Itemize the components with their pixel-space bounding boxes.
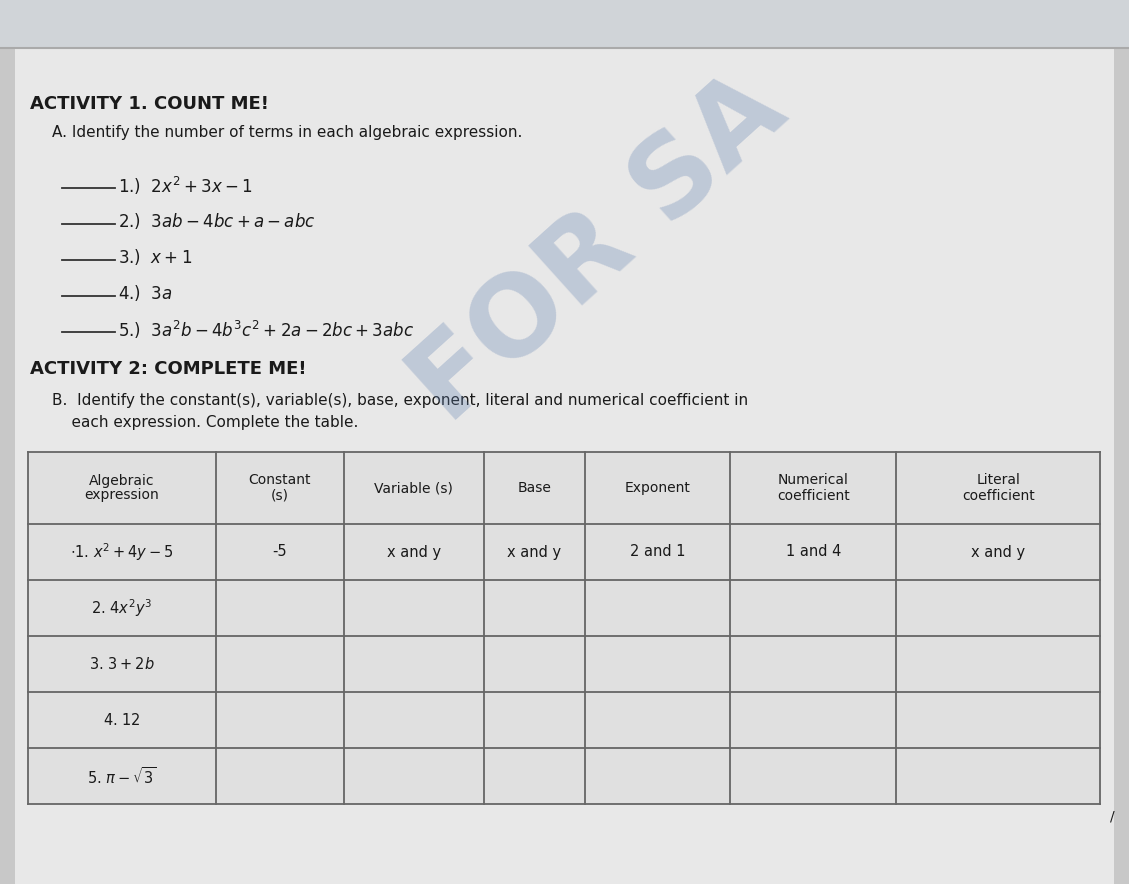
Text: each expression. Complete the table.: each expression. Complete the table.: [52, 415, 358, 430]
Text: 4. $12$: 4. $12$: [103, 712, 141, 728]
Text: 5. $\pi-\sqrt{3}$: 5. $\pi-\sqrt{3}$: [87, 766, 157, 787]
Text: x and y: x and y: [387, 545, 441, 560]
Text: Variable (s): Variable (s): [375, 481, 454, 495]
Text: Exponent: Exponent: [624, 481, 691, 495]
Text: x and y: x and y: [971, 545, 1025, 560]
Text: 1.)  $2x^2 + 3x -1$: 1.) $2x^2 + 3x -1$: [119, 175, 253, 197]
Text: 2. $4x^2 y^3$: 2. $4x^2 y^3$: [91, 598, 152, 619]
Text: /: /: [1110, 809, 1114, 823]
Text: 3.)  $x+ 1$: 3.) $x+ 1$: [119, 247, 192, 267]
Text: 5.)  $3a^2 b - 4b^3c^2 +2a - 2bc+ 3abc$: 5.) $3a^2 b - 4b^3c^2 +2a - 2bc+ 3abc$: [119, 319, 414, 341]
Text: -5: -5: [272, 545, 287, 560]
Text: 3. $3+2b$: 3. $3+2b$: [89, 656, 155, 672]
Text: A. Identify the number of terms in each algebraic expression.: A. Identify the number of terms in each …: [52, 125, 523, 140]
Text: B.  Identify the constant(s), variable(s), base, exponent, literal and numerical: B. Identify the constant(s), variable(s)…: [52, 393, 749, 408]
Text: Literal: Literal: [977, 474, 1021, 487]
Text: x and y: x and y: [507, 545, 561, 560]
Text: Algebraic: Algebraic: [89, 474, 155, 487]
Text: ACTIVITY 1. COUNT ME!: ACTIVITY 1. COUNT ME!: [30, 95, 269, 113]
Text: 2.)  $3ab - 4bc+a - abc$: 2.) $3ab - 4bc+a - abc$: [119, 211, 316, 231]
Text: coefficient: coefficient: [962, 489, 1034, 502]
Text: Constant: Constant: [248, 474, 312, 487]
Text: ACTIVITY 2: COMPLETE ME!: ACTIVITY 2: COMPLETE ME!: [30, 360, 306, 378]
Text: expression: expression: [85, 489, 159, 502]
Text: FOR SA: FOR SA: [393, 56, 807, 444]
Bar: [0, 0, 1129, 48]
Text: 2 and 1: 2 and 1: [630, 545, 685, 560]
Text: (s): (s): [271, 489, 289, 502]
Text: Base: Base: [517, 481, 551, 495]
Text: Numerical: Numerical: [778, 474, 849, 487]
Text: 4.)  $3a$: 4.) $3a$: [119, 283, 173, 303]
Bar: [28, 452, 1100, 804]
Text: $\cdot$1. $x^2+4y-5$: $\cdot$1. $x^2+4y-5$: [70, 541, 174, 563]
Text: 1 and 4: 1 and 4: [786, 545, 841, 560]
Text: coefficient: coefficient: [777, 489, 850, 502]
